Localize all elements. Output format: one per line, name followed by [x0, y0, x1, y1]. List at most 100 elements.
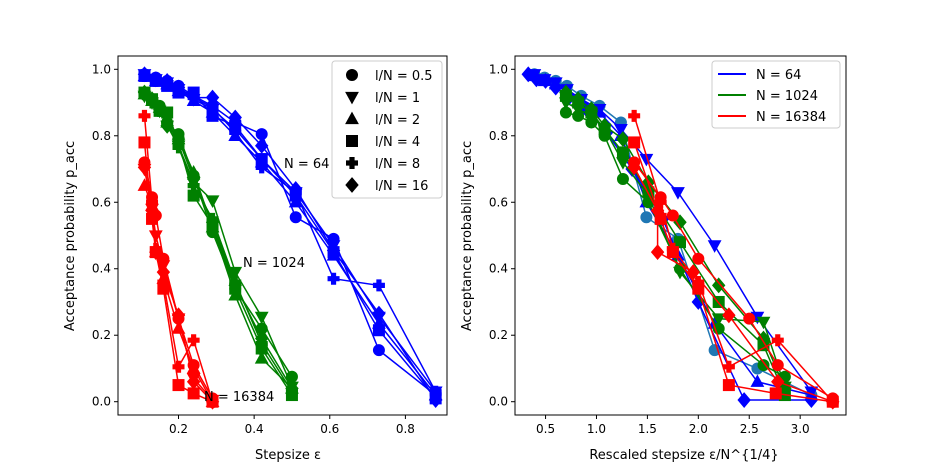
right-series-line: [633, 142, 833, 403]
left-data-point: [156, 264, 171, 280]
left-data-point: [149, 71, 163, 88]
left-data-point: [160, 117, 174, 134]
right-legend-rows: N = 64 N = 1024 N = 16384: [718, 68, 826, 125]
right-data-point: [521, 66, 535, 83]
right-legend-entry: N = 1024: [718, 89, 818, 104]
right-data-point: [616, 131, 630, 148]
left-data-point: [171, 307, 186, 324]
right-data-point: [711, 313, 726, 326]
left-data-point: [186, 373, 201, 390]
left-data-point: [254, 137, 269, 154]
left-legend-label: l/N = 2: [375, 113, 420, 128]
left-legend-marker: [345, 177, 359, 193]
right-data-point: [743, 312, 756, 325]
left-y-tick-label: 0.4: [92, 262, 111, 276]
right-data-point: [549, 79, 563, 96]
right-data-point: [722, 379, 735, 392]
left-data-point: [149, 244, 163, 261]
left-annotation-n1024: N = 1024: [243, 256, 305, 271]
right-data-point: [722, 307, 736, 324]
left-data-point: [205, 393, 220, 410]
right-x-tick-label: 2.5: [740, 422, 759, 436]
right-data-point: [584, 101, 599, 118]
right-legend-label: N = 16384: [756, 110, 826, 125]
right-data-point: [529, 71, 544, 88]
left-legend-label: l/N = 16: [375, 179, 428, 194]
left-legend-label: l/N = 1: [375, 91, 420, 106]
left-data-point: [228, 277, 242, 294]
right-data-point: [571, 91, 585, 108]
left-series-16: [138, 109, 219, 408]
left-data-point: [255, 161, 268, 174]
left-data-point: [145, 202, 159, 219]
left-data-point: [145, 91, 159, 108]
left-legend-entry: l/N = 2: [345, 111, 420, 128]
left-legend-entry: l/N = 4: [346, 135, 420, 150]
left-data-point: [254, 330, 269, 347]
left-annotation-n64: N = 64: [284, 157, 329, 172]
right-y-tick-label: 1.0: [489, 62, 508, 76]
left-data-point: [171, 79, 186, 96]
right-data-point: [666, 209, 679, 222]
left-data-point: [228, 109, 242, 126]
right-data-point: [628, 109, 641, 122]
right-series-11: [627, 159, 840, 410]
left-data-point: [160, 73, 174, 89]
right-data-point: [771, 359, 784, 372]
right-data-point: [692, 252, 705, 265]
right-data-point: [711, 277, 726, 294]
left-data-point: [289, 181, 303, 197]
left-series-line: [144, 92, 293, 389]
left-data-point: [172, 379, 185, 392]
left-legend-label: l/N = 8: [375, 157, 420, 172]
left-data-point: [148, 230, 163, 243]
left-data-point: [372, 305, 386, 322]
right-series-line: [565, 101, 786, 387]
right-y-tick-label: 0.2: [489, 328, 508, 342]
right-x-axis-label: Rescaled stepsize ε/N^{1/4}: [589, 448, 778, 463]
left-data-point: [137, 84, 152, 101]
right-y-axis-label: Acceptance probability p_acc: [460, 141, 475, 331]
right-data-point: [771, 334, 784, 347]
left-data-point: [137, 66, 152, 83]
right-data-point: [671, 187, 685, 200]
right-data-point: [757, 359, 770, 372]
right-legend-label: N = 64: [756, 68, 801, 83]
right-legend-box: [711, 60, 841, 129]
left-data-point: [187, 334, 200, 347]
right-series-layer: [521, 66, 840, 410]
left-legend: l/N = 0.5 l/N = 1 l/N = 2 l/N = 4 l/N = 8 l/N…: [331, 60, 443, 199]
right-series-10: [628, 109, 839, 408]
left-legend-marker: [346, 135, 358, 147]
right-data-point: [628, 136, 641, 149]
right-data-point: [750, 374, 765, 387]
left-legend-marker: [346, 69, 358, 81]
left-data-point: [254, 311, 269, 325]
right-data-point: [707, 240, 722, 253]
left-legend-marker: [345, 111, 359, 125]
left-data-point: [326, 242, 341, 259]
left-data-point: [186, 89, 201, 106]
right-legend-label: N = 1024: [756, 89, 818, 104]
left-data-point: [428, 392, 443, 408]
right-y-tick-label: 0.0: [489, 395, 508, 409]
left-y-tick-label: 0.2: [92, 328, 111, 342]
left-y-tick-label: 0.6: [92, 195, 111, 209]
left-tick-layer: 0.2 0.4 0.6 0.8 0.0 0.2 0.4 0.6 0.8 1.0: [92, 62, 415, 436]
right-y-tick-label: 0.4: [489, 262, 508, 276]
left-data-point: [327, 272, 340, 285]
left-y-axis-label: Acceptance probability p_acc: [63, 141, 78, 331]
left-data-point: [186, 171, 201, 187]
left-data-point: [372, 324, 385, 337]
right-data-point: [769, 387, 782, 400]
right-data-point: [538, 73, 553, 89]
left-series-11: [137, 84, 299, 397]
left-legend-marker: [346, 157, 358, 169]
right-data-point: [756, 316, 771, 330]
left-chart-panel: 0.2 0.4 0.6 0.8 0.0 0.2 0.4 0.6 0.8 1.0 N = 64 N …: [63, 55, 448, 463]
right-data-point: [650, 202, 665, 219]
left-data-point: [205, 214, 220, 231]
right-data-point: [771, 373, 785, 390]
right-x-tick-label: 0.5: [536, 422, 555, 436]
left-data-point: [205, 195, 220, 208]
